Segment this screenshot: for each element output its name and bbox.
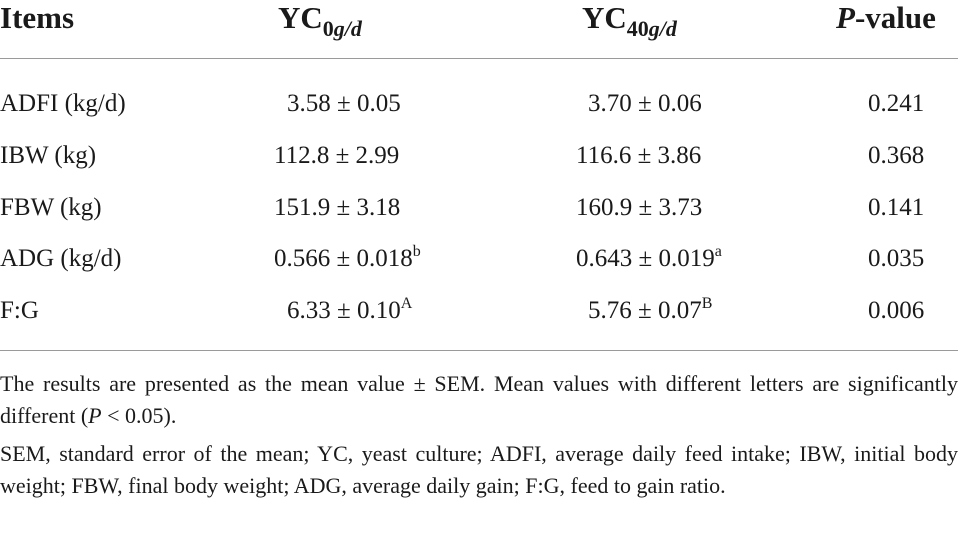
table-top-rule: [0, 58, 958, 59]
header-yc0: YC0g/d: [278, 0, 362, 41]
table-row: ADFI (kg/d) 3.58 ± 0.05 3.70 ± 0.06 0.24…: [0, 86, 958, 136]
row-yc40: 160.9 ± 3.73: [576, 194, 703, 221]
row-yc40: 5.76 ± 0.07B: [588, 295, 713, 325]
row-yc0: 6.33 ± 0.10A: [287, 295, 413, 325]
header-yc40: YC40g/d: [582, 0, 677, 41]
table-row: FBW (kg) 151.9 ± 3.18 160.9 ± 3.73 0.141: [0, 190, 958, 240]
row-yc0: 112.8 ± 2.99: [274, 142, 400, 169]
footnote-results: The results are presented as the mean va…: [0, 371, 958, 428]
header-p-value: P-value: [836, 0, 936, 35]
row-yc0: 151.9 ± 3.18: [274, 194, 401, 221]
row-yc0: 3.58 ± 0.05: [287, 90, 401, 117]
row-p-value: 0.035: [868, 245, 925, 272]
table-row: ADG (kg/d) 0.566 ± 0.018b 0.643 ± 0.019a…: [0, 241, 958, 291]
row-item: ADG (kg/d): [0, 245, 122, 272]
table-row: F:G 6.33 ± 0.10A 5.76 ± 0.07B 0.006: [0, 293, 958, 343]
row-item: ADFI (kg/d): [0, 90, 126, 117]
row-p-value: 0.241: [868, 90, 925, 117]
row-yc40: 116.6 ± 3.86: [576, 142, 702, 169]
row-item: IBW (kg): [0, 142, 97, 169]
row-p-value: 0.141: [868, 194, 925, 221]
row-yc40: 3.70 ± 0.06: [588, 90, 702, 117]
row-yc40: 0.643 ± 0.019a: [576, 243, 722, 273]
row-item: FBW (kg): [0, 194, 102, 221]
table-bottom-rule: [0, 350, 958, 351]
table-header-row: Items YC0g/d YC40g/d P-value: [0, 0, 958, 50]
row-p-value: 0.006: [868, 297, 925, 324]
table-row: IBW (kg) 112.8 ± 2.99 116.6 ± 3.86 0.368: [0, 138, 958, 188]
row-p-value: 0.368: [868, 142, 925, 169]
row-yc0: 0.566 ± 0.018b: [274, 243, 421, 273]
footnote-abbreviations: SEM, standard error of the mean; YC, yea…: [0, 441, 958, 498]
row-item: F:G: [0, 297, 39, 324]
header-items: Items: [0, 0, 75, 35]
